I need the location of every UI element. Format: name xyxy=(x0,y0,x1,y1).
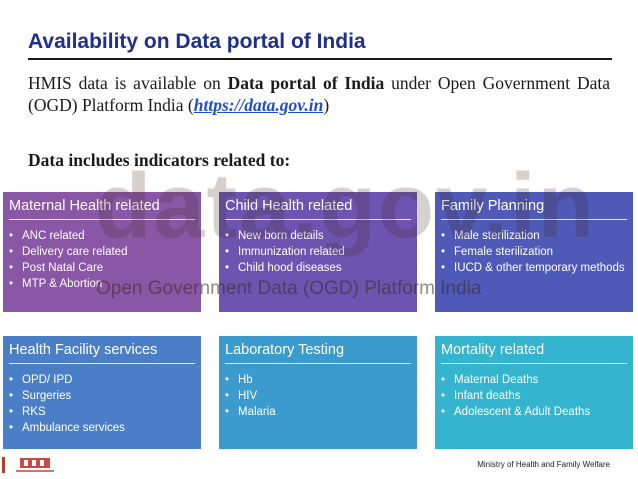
list-item: Female sterilization xyxy=(441,244,627,260)
ministry-emblem-icon xyxy=(2,457,54,473)
list-item: Immunization related xyxy=(225,244,411,260)
card-title: Family Planning xyxy=(441,198,627,220)
card-title: Maternal Health related xyxy=(9,198,195,220)
list-item: Maternal Deaths xyxy=(441,372,627,388)
card-title: Child Health related xyxy=(225,198,411,220)
list-item: HIV xyxy=(225,388,411,404)
card-mortality: Mortality related Maternal Deaths Infant… xyxy=(435,336,633,449)
intro-paragraph: HMIS data is available on Data portal of… xyxy=(28,72,610,116)
ministry-footer: Ministry of Health and Family Welfare xyxy=(477,460,610,469)
list-item: OPD/ IPD xyxy=(9,372,195,388)
list-item: Child hood diseases xyxy=(225,260,411,276)
card-maternal-health: Maternal Health related ANC related Deli… xyxy=(3,192,201,312)
list-item: ANC related xyxy=(9,228,195,244)
intro-prefix: HMIS data is available on xyxy=(28,73,228,93)
list-item: New born details xyxy=(225,228,411,244)
list-item: Male sterilization xyxy=(441,228,627,244)
list-item: Post Natal Care xyxy=(9,260,195,276)
intro-suffix: ) xyxy=(323,95,330,115)
title-divider xyxy=(28,58,612,60)
intro-middle: under Open Government Data (OGD) Platfor… xyxy=(28,73,610,115)
card-item-list: Hb HIV Malaria xyxy=(225,372,411,420)
card-title: Health Facility services xyxy=(9,342,195,364)
list-item: Surgeries xyxy=(9,388,195,404)
card-title: Laboratory Testing xyxy=(225,342,411,364)
list-item: Delivery care related xyxy=(9,244,195,260)
card-child-health: Child Health related New born details Im… xyxy=(219,192,417,312)
data-gov-link[interactable]: https://data.gov.in xyxy=(193,95,324,115)
slide-title: Availability on Data portal of India xyxy=(28,30,366,53)
card-item-list: Male sterilization Female sterilization … xyxy=(441,228,627,276)
card-title: Mortality related xyxy=(441,342,627,364)
list-item: Malaria xyxy=(225,404,411,420)
list-item: Infant deaths xyxy=(441,388,627,404)
card-item-list: New born details Immunization related Ch… xyxy=(225,228,411,276)
includes-heading: Data includes indicators related to: xyxy=(28,150,291,170)
list-item: MTP & Abortion xyxy=(9,276,195,292)
card-family-planning: Family Planning Male sterilization Femal… xyxy=(435,192,633,312)
card-item-list: Maternal Deaths Infant deaths Adolescent… xyxy=(441,372,627,420)
card-health-facility: Health Facility services OPD/ IPD Surger… xyxy=(3,336,201,449)
list-item: Hb xyxy=(225,372,411,388)
card-item-list: OPD/ IPD Surgeries RKS Ambulance service… xyxy=(9,372,195,436)
list-item: IUCD & other temporary methods xyxy=(441,260,627,276)
card-laboratory-testing: Laboratory Testing Hb HIV Malaria xyxy=(219,336,417,449)
list-item: Adolescent & Adult Deaths xyxy=(441,404,627,420)
card-item-list: ANC related Delivery care related Post N… xyxy=(9,228,195,292)
list-item: Ambulance services xyxy=(9,420,195,436)
list-item: RKS xyxy=(9,404,195,420)
intro-portal-name: Data portal of India xyxy=(227,73,385,93)
